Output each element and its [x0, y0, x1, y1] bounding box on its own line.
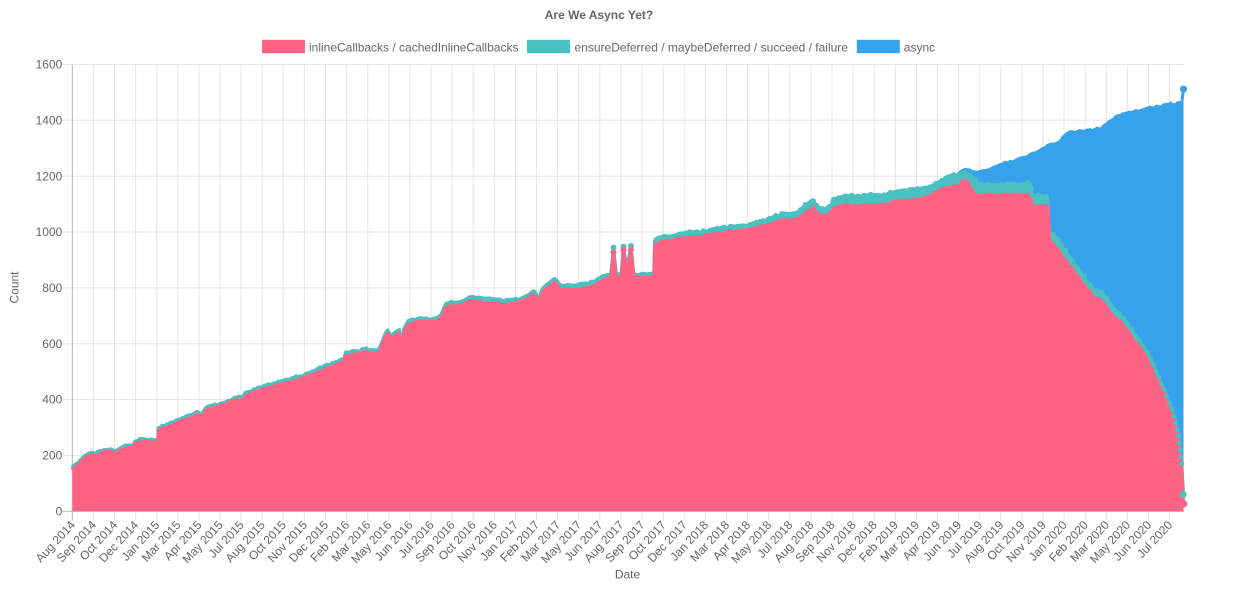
- svg-text:Date: Date: [615, 567, 641, 581]
- svg-text:1600: 1600: [36, 58, 63, 72]
- svg-text:ensureDeferred / maybeDeferred: ensureDeferred / maybeDeferred / succeed…: [575, 40, 849, 54]
- svg-text:0: 0: [56, 504, 63, 518]
- svg-text:1200: 1200: [36, 169, 63, 183]
- svg-text:400: 400: [42, 393, 62, 407]
- svg-text:200: 200: [42, 449, 62, 463]
- svg-text:1400: 1400: [36, 114, 63, 128]
- svg-text:1000: 1000: [36, 225, 63, 239]
- svg-text:inlineCallbacks / cachedInline: inlineCallbacks / cachedInlineCallbacks: [309, 40, 518, 54]
- svg-text:async: async: [904, 40, 935, 54]
- svg-text:600: 600: [42, 337, 62, 351]
- svg-text:Count: Count: [8, 271, 22, 304]
- svg-text:Are We Async Yet?: Are We Async Yet?: [545, 8, 654, 22]
- svg-text:800: 800: [42, 281, 62, 295]
